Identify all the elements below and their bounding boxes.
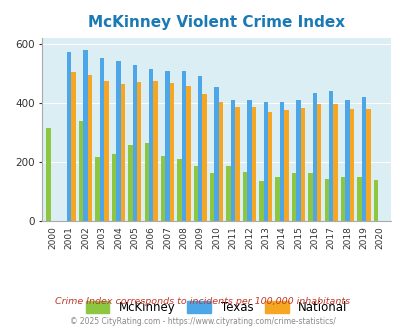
Bar <box>328 91 333 221</box>
Bar <box>251 107 256 221</box>
Bar <box>193 166 198 221</box>
Bar <box>185 86 190 221</box>
Bar <box>95 157 100 221</box>
Bar <box>136 82 141 221</box>
Bar <box>120 84 125 221</box>
Bar <box>345 100 349 221</box>
Bar <box>275 178 279 221</box>
Bar <box>267 113 272 221</box>
Title: McKinney Violent Crime Index: McKinney Violent Crime Index <box>88 15 344 30</box>
Bar <box>46 128 51 221</box>
Bar <box>181 71 185 221</box>
Bar <box>312 93 316 221</box>
Bar <box>132 65 136 221</box>
Bar <box>333 104 337 221</box>
Bar <box>263 102 267 221</box>
Bar <box>67 52 71 221</box>
Text: Crime Index corresponds to incidents per 100,000 inhabitants: Crime Index corresponds to incidents per… <box>55 297 350 307</box>
Bar <box>214 87 218 221</box>
Bar <box>100 58 104 221</box>
Bar <box>128 145 132 221</box>
Bar <box>169 83 174 221</box>
Bar <box>361 97 365 221</box>
Bar <box>198 76 202 221</box>
Bar <box>153 81 158 221</box>
Bar <box>279 102 283 221</box>
Bar <box>165 71 169 221</box>
Bar <box>144 143 149 221</box>
Bar <box>242 172 247 221</box>
Bar <box>340 177 345 221</box>
Legend: McKinney, Texas, National: McKinney, Texas, National <box>81 297 351 319</box>
Bar <box>226 166 230 221</box>
Bar <box>104 81 109 221</box>
Bar <box>356 177 361 221</box>
Bar <box>316 104 321 221</box>
Bar <box>324 179 328 221</box>
Text: © 2025 CityRating.com - https://www.cityrating.com/crime-statistics/: © 2025 CityRating.com - https://www.city… <box>70 317 335 326</box>
Bar <box>79 121 83 221</box>
Bar <box>149 69 153 221</box>
Bar <box>202 94 207 221</box>
Bar <box>291 173 296 221</box>
Bar <box>209 173 214 221</box>
Bar <box>116 61 120 221</box>
Bar <box>71 72 76 221</box>
Bar <box>177 158 181 221</box>
Bar <box>247 100 251 221</box>
Bar <box>218 102 223 221</box>
Bar <box>234 107 239 221</box>
Bar <box>111 154 116 221</box>
Bar <box>258 181 263 221</box>
Bar <box>87 75 92 221</box>
Bar <box>373 180 377 221</box>
Bar <box>300 108 305 221</box>
Bar <box>349 109 354 221</box>
Bar <box>230 100 234 221</box>
Bar <box>83 50 87 221</box>
Bar <box>160 156 165 221</box>
Bar <box>284 110 288 221</box>
Bar <box>365 109 370 221</box>
Bar <box>296 100 300 221</box>
Bar <box>307 173 312 221</box>
